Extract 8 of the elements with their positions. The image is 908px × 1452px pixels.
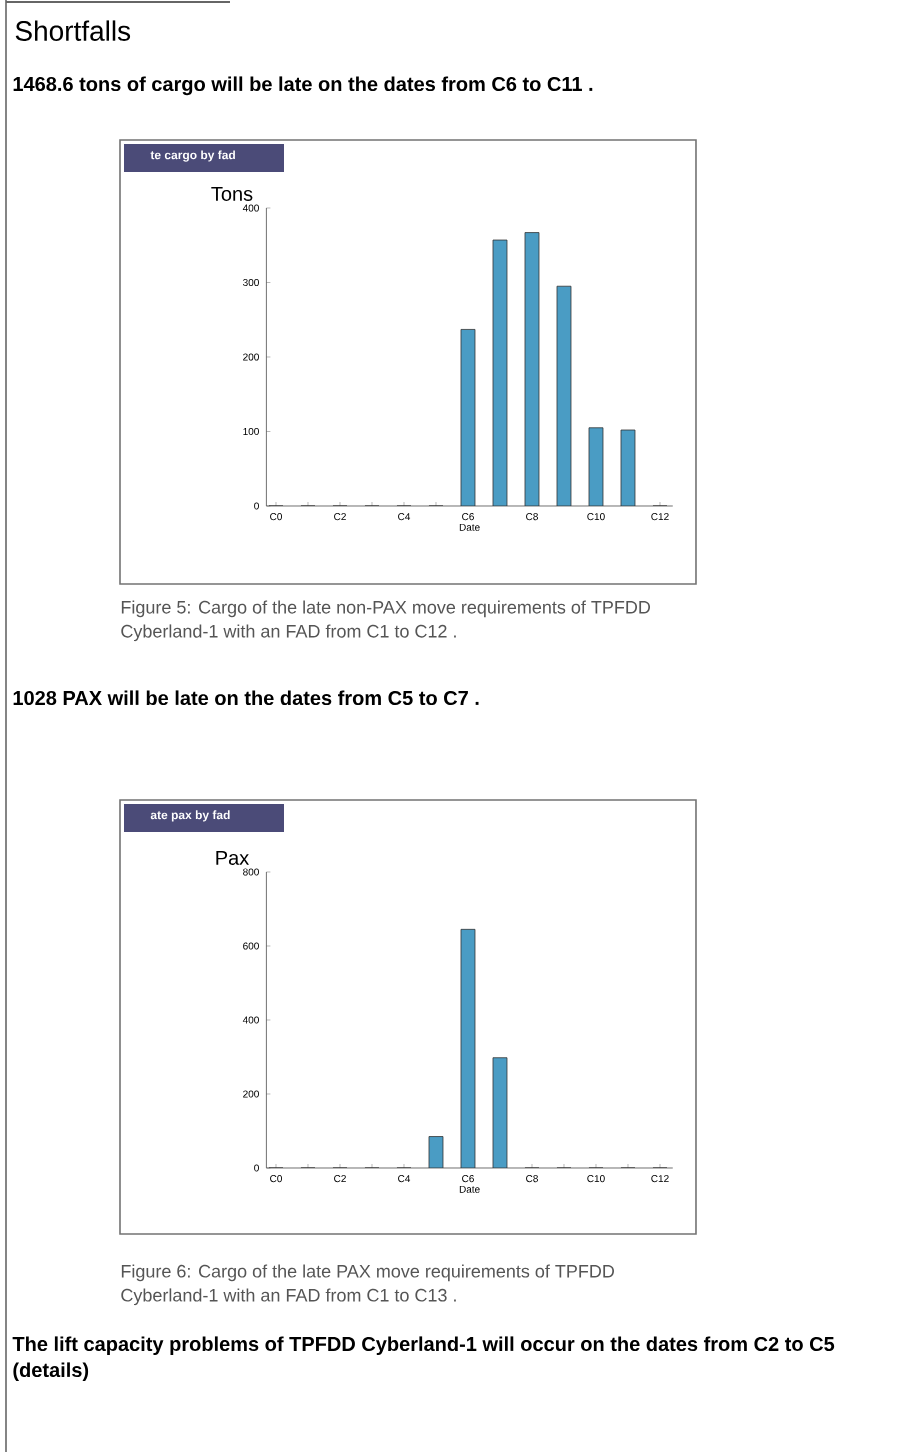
- text: Shortfalls: [15, 20, 131, 41]
- text: 1028 PAX will be late on the dates from C5 to C7 .: [13, 690, 479, 706]
- text: The lift capacity problems of TPFDD Cyberland-1 will occur on the dates from C2 to C5 (details): [12, 1336, 835, 1382]
- text: 1468.6 tons of cargo will be late on the dates from C6 to C11 .: [13, 76, 593, 96]
- caption: Figure 5: Cargo of the late non-PAX move requirements of TPFDD Cyberland-1 with an FAD from C1 to C12 .: [121, 600, 651, 642]
- y-axis-title: Pax: [216, 850, 249, 865]
- caption: Figure 6: Cargo of the late PAX move requirements of TPFDD Cyberland-1 with an FAD from C1 to C13 .: [121, 1264, 615, 1306]
- y-axis-title: Tons: [211, 186, 253, 201]
